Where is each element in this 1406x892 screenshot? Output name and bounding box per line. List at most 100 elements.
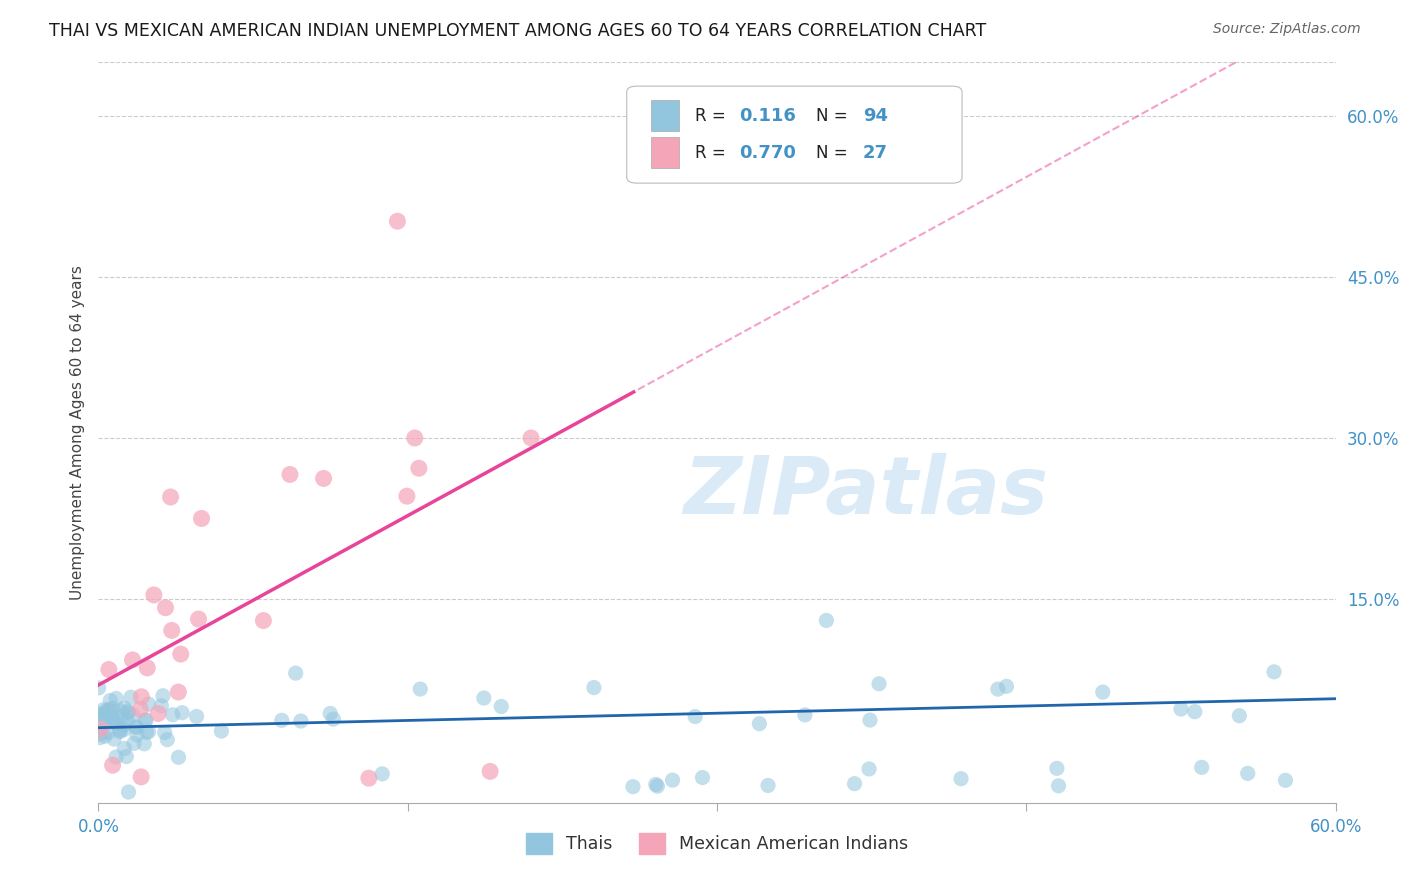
Thais [138, 697, 160, 711]
Thais [105, 716, 128, 731]
Thais [150, 698, 173, 713]
Thais [756, 779, 779, 793]
Thais [89, 727, 111, 741]
Thais [112, 723, 135, 737]
Thais [162, 707, 184, 722]
Mexican American Indians [131, 690, 153, 704]
Thais [491, 699, 513, 714]
Mexican American Indians [97, 663, 120, 677]
Thais [138, 724, 160, 739]
Text: Source: ZipAtlas.com: Source: ZipAtlas.com [1213, 22, 1361, 37]
Thais [117, 706, 139, 720]
Mexican American Indians [129, 770, 152, 784]
Thais [135, 713, 157, 727]
Thais [135, 725, 157, 739]
Mexican American Indians [167, 685, 190, 699]
Text: 27: 27 [863, 144, 889, 161]
Y-axis label: Unemployment Among Ages 60 to 64 years: Unemployment Among Ages 60 to 64 years [69, 265, 84, 600]
Mexican American Indians [387, 214, 409, 228]
Thais [683, 709, 706, 723]
Mexican American Indians [101, 758, 124, 772]
Thais [621, 780, 644, 794]
Thais [1191, 760, 1213, 774]
Thais [153, 725, 176, 739]
Thais [105, 750, 128, 764]
Thais [122, 736, 145, 750]
Thais [125, 728, 148, 742]
Mexican American Indians [187, 612, 209, 626]
Thais [1047, 779, 1070, 793]
Thais [582, 681, 605, 695]
Thais [815, 614, 838, 628]
Thais [156, 732, 179, 747]
Thais [868, 677, 890, 691]
Thais [794, 707, 817, 722]
Thais [94, 708, 117, 723]
Thais [89, 723, 111, 737]
Mexican American Indians [520, 431, 543, 445]
Thais [950, 772, 973, 786]
Thais [748, 716, 770, 731]
Mexican American Indians [395, 489, 418, 503]
FancyBboxPatch shape [651, 137, 679, 169]
Thais [117, 714, 139, 728]
Thais [108, 723, 131, 738]
Thais [186, 709, 208, 723]
Thais [108, 724, 131, 739]
Thais [270, 714, 292, 728]
Thais [87, 707, 110, 722]
Thais [94, 704, 117, 718]
Mexican American Indians [136, 661, 159, 675]
Mexican American Indians [146, 706, 169, 721]
Thais [103, 732, 125, 747]
Thais [1170, 702, 1192, 716]
Thais [90, 707, 112, 722]
Mexican American Indians [155, 600, 177, 615]
Thais [844, 777, 866, 791]
Thais [101, 711, 124, 725]
Mexican American Indians [142, 588, 165, 602]
Text: 0.116: 0.116 [740, 107, 796, 125]
FancyBboxPatch shape [627, 87, 962, 183]
Thais [290, 714, 312, 728]
Thais [409, 681, 432, 696]
Mexican American Indians [479, 764, 502, 779]
Thais [647, 779, 669, 793]
Thais [89, 731, 111, 745]
Mexican American Indians [357, 771, 380, 785]
Thais [987, 682, 1010, 697]
Text: 94: 94 [863, 107, 889, 125]
Text: N =: N = [815, 107, 848, 125]
Thais [152, 689, 174, 703]
Thais [117, 785, 139, 799]
Thais [112, 701, 135, 715]
Thais [125, 720, 148, 734]
Thais [1227, 708, 1250, 723]
Thais [172, 706, 194, 720]
Mexican American Indians [129, 702, 152, 716]
Text: N =: N = [815, 144, 848, 161]
Mexican American Indians [160, 624, 183, 638]
Legend: Thais, Mexican American Indians: Thais, Mexican American Indians [519, 826, 915, 861]
Thais [661, 773, 683, 788]
Mexican American Indians [190, 511, 212, 525]
Mexican American Indians [404, 431, 426, 445]
Thais [125, 720, 148, 734]
Thais [284, 666, 307, 681]
Text: R =: R = [695, 144, 725, 161]
Mexican American Indians [159, 490, 181, 504]
Text: 0.770: 0.770 [740, 144, 796, 161]
Thais [371, 767, 394, 781]
Thais [1046, 761, 1069, 775]
Thais [1184, 705, 1206, 719]
Thais [319, 706, 342, 721]
Thais [97, 702, 120, 716]
Thais [97, 725, 120, 739]
Thais [87, 681, 110, 695]
Thais [859, 713, 882, 727]
Thais [1091, 685, 1114, 699]
Thais [105, 691, 128, 706]
Thais [122, 708, 145, 723]
Thais [91, 713, 114, 727]
Thais [858, 762, 880, 776]
